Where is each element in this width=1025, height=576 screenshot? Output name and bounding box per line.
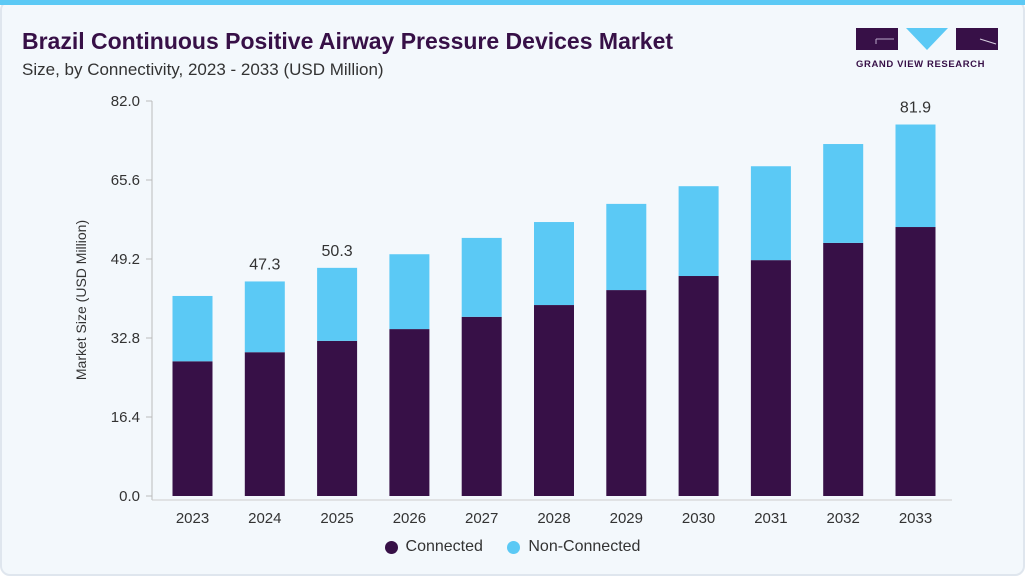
legend: Connected Non-Connected: [0, 538, 1025, 559]
x-tick-label: 2026: [393, 510, 426, 527]
accent-bar: [0, 0, 1025, 5]
y-tick-label: 65.6: [111, 172, 140, 189]
x-tick-label: 2031: [754, 510, 787, 527]
bar-connected-2030: [678, 276, 719, 496]
bar-non-connected-2024: [244, 281, 285, 353]
data-label-2024: 47.3: [249, 256, 280, 273]
data-label-2025: 50.3: [322, 243, 353, 260]
bar-non-connected-2033: [895, 124, 936, 228]
y-axis-title: Market Size (USD Million): [73, 220, 89, 380]
bar-non-connected-2028: [534, 222, 574, 306]
bar-non-connected-2023: [172, 295, 213, 362]
y-tick-label: 82.0: [111, 93, 140, 110]
x-tick-label: 2025: [320, 510, 353, 527]
bar-connected-2024: [244, 352, 285, 496]
legend-label: Connected: [405, 538, 483, 555]
bar-connected-2027: [461, 316, 502, 496]
bar-non-connected-2026: [389, 254, 430, 330]
bar-connected-2023: [172, 361, 213, 496]
bar-non-connected-2031: [750, 166, 791, 261]
legend-item-connected[interactable]: Connected: [384, 538, 483, 556]
bar-connected-2031: [750, 260, 791, 496]
bar-non-connected-2030: [678, 186, 719, 277]
x-tick-label: 2028: [537, 510, 570, 527]
bar-connected-2026: [389, 329, 430, 496]
x-tick-label: 2033: [899, 510, 932, 527]
bar-non-connected-2027: [461, 237, 502, 317]
chart-title: Brazil Continuous Positive Airway Pressu…: [22, 28, 674, 54]
grand-view-research-logo: [856, 28, 998, 50]
y-tick-label: 0.0: [119, 488, 140, 505]
bar-non-connected-2029: [606, 203, 647, 291]
legend-item-non-connected[interactable]: Non-Connected: [507, 538, 640, 556]
bar-non-connected-2032: [823, 144, 864, 243]
bar-connected-2032: [823, 242, 864, 496]
legend-label: Non-Connected: [528, 538, 641, 555]
bar-connected-2029: [606, 290, 647, 496]
x-tick-label: 2032: [827, 510, 860, 527]
y-tick-label: 16.4: [111, 409, 140, 426]
data-label-2033: 81.9: [900, 100, 931, 117]
bar-connected-2025: [317, 340, 358, 496]
y-tick-label: 32.8: [111, 330, 140, 347]
chart-subtitle: Size, by Connectivity, 2023 - 2033 (USD …: [22, 60, 384, 79]
bar-connected-2028: [534, 305, 574, 496]
x-tick-label: 2027: [465, 510, 498, 527]
legend-swatch-connected: [384, 540, 398, 554]
x-tick-label: 2024: [248, 510, 281, 527]
x-tick-label: 2023: [176, 510, 209, 527]
legend-swatch-non-connected: [507, 540, 521, 554]
bar-connected-2033: [895, 227, 936, 497]
y-tick-label: 49.2: [111, 251, 140, 268]
x-tick-label: 2029: [610, 510, 643, 527]
bar-non-connected-2025: [317, 267, 358, 341]
logo-text: GRAND VIEW RESEARCH: [856, 59, 986, 70]
x-tick-label: 2030: [682, 510, 715, 527]
